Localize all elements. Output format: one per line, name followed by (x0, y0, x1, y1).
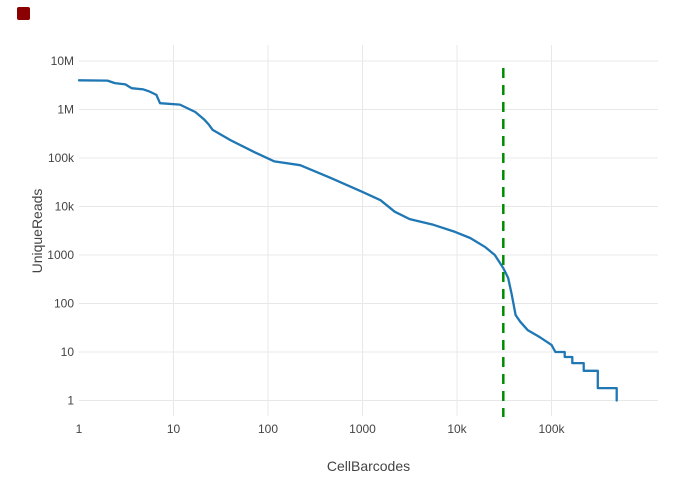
red-square-icon (17, 7, 30, 20)
y-tick-label: 100k (48, 151, 75, 165)
y-tick-label: 1000 (47, 248, 74, 262)
barcode-rank-curve (77, 79, 618, 402)
y-tick-label: 10k (55, 200, 75, 214)
x-tick-label: 1000 (349, 422, 376, 436)
y-tick-label: 1 (67, 394, 74, 408)
y-tick-label: 1M (57, 103, 74, 117)
x-tick-label: 100k (538, 422, 565, 436)
x-tick-label: 10k (447, 422, 467, 436)
y-tick-label: 10 (61, 345, 75, 359)
y-axis-title: UniqueReads (29, 188, 45, 274)
x-axis-title: CellBarcodes (326, 458, 411, 474)
y-tick-label: 100 (54, 297, 74, 311)
x-tick-label: 1 (76, 422, 83, 436)
y-tick-label: 10M (51, 54, 74, 68)
x-tick-label: 10 (167, 422, 181, 436)
x-tick-label: 100 (258, 422, 278, 436)
